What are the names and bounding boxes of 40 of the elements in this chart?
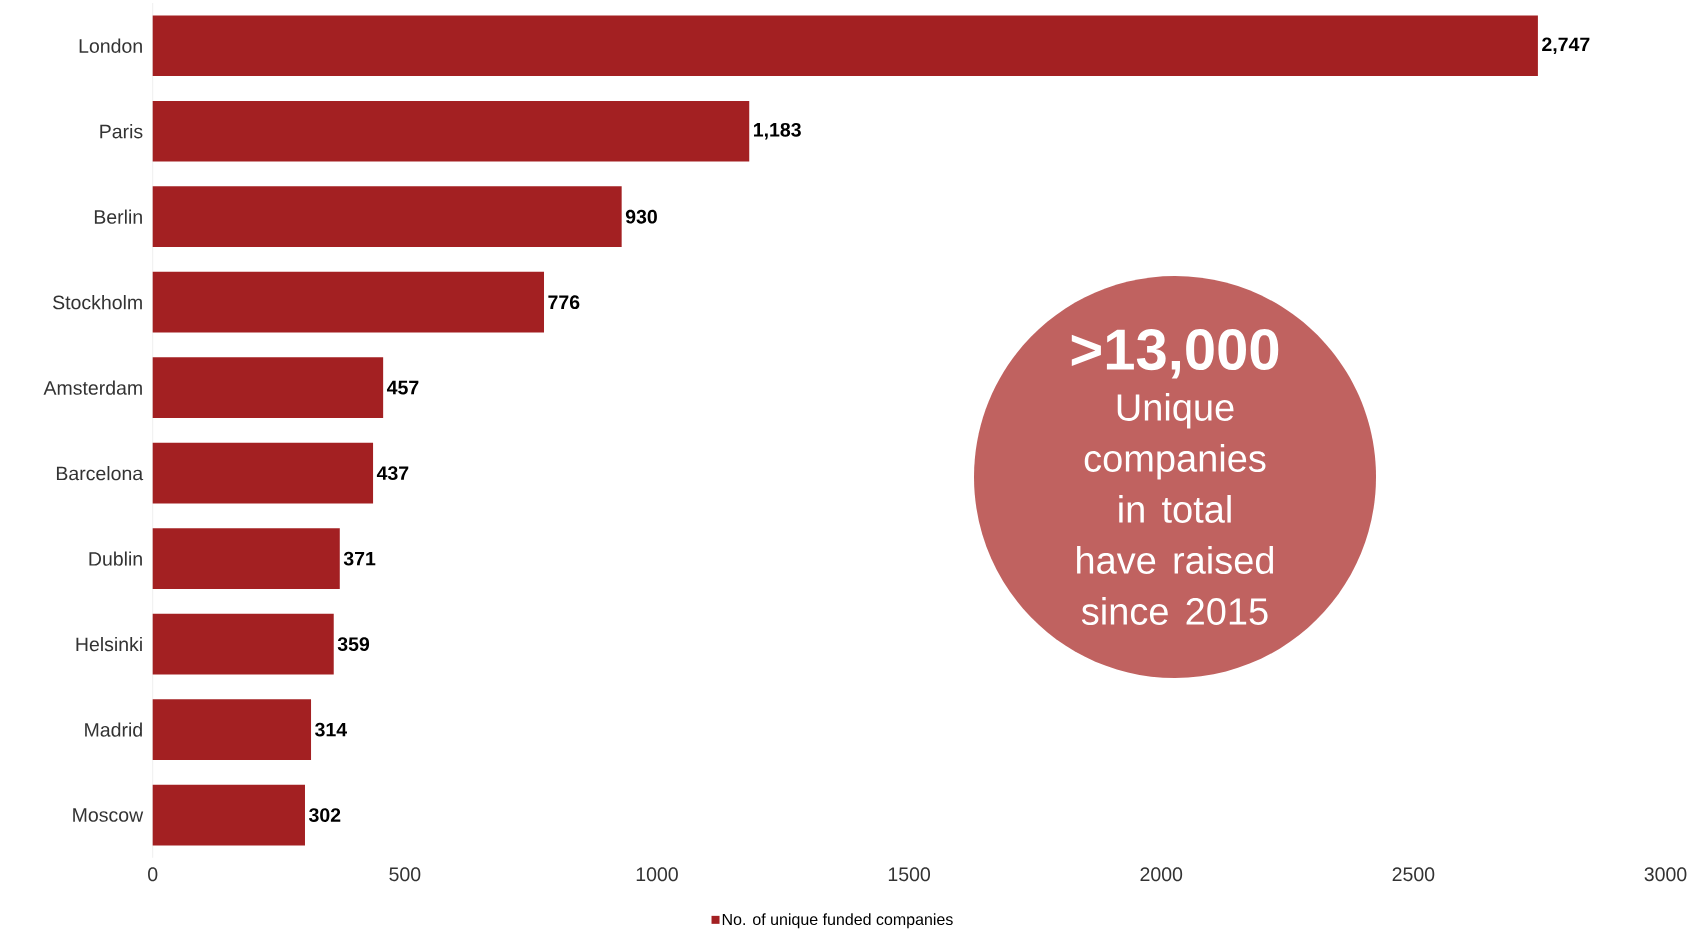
data-label: 2,747	[1542, 37, 1590, 55]
data-label: 371	[343, 551, 376, 566]
y-tick-label: London	[79, 38, 142, 53]
data-label: 314	[315, 722, 347, 737]
y-tick-label: Stockholm	[53, 295, 142, 310]
bar	[152, 271, 545, 333]
data-label: 302	[308, 808, 341, 822]
bar	[152, 699, 312, 760]
x-tick-label: 1500	[888, 867, 931, 882]
bar	[152, 442, 374, 504]
bar	[152, 15, 1538, 77]
x-tick-label: 500	[389, 867, 421, 882]
annotation: >13,000	[1071, 329, 1279, 379]
y-tick-label: Barcelona	[56, 465, 144, 481]
y-tick-label: Moscow	[73, 808, 144, 822]
y-tick-label: Helsinki	[76, 636, 142, 652]
bar	[152, 784, 305, 846]
y-tick-label: Madrid	[85, 722, 142, 737]
data-label: 1,183	[754, 122, 801, 140]
y-tick-label: Berlin	[94, 209, 142, 224]
bar	[152, 613, 334, 675]
y-tick-label: Amsterdam	[43, 380, 142, 395]
data-label: 457	[386, 380, 419, 395]
data-label: 776	[548, 295, 580, 310]
bar	[152, 528, 340, 589]
bar	[152, 357, 384, 419]
bar	[152, 186, 622, 248]
x-tick-label: 2500	[1392, 867, 1435, 882]
annotation: Unique companies in total have raised since 2015	[1077, 393, 1274, 625]
y-tick-label: Dublin	[89, 551, 142, 566]
x-tick-label: 3000	[1644, 867, 1687, 882]
y-tick-label: Paris	[100, 124, 143, 139]
legend-label: No. of unique funded companies	[722, 913, 953, 929]
data-label: 359	[337, 637, 370, 652]
x-tick-label: 1000	[636, 867, 678, 882]
x-tick-label: 2000	[1140, 867, 1183, 882]
data-label: 930	[625, 209, 657, 224]
x-tick-label: 0	[148, 867, 158, 882]
bar	[152, 100, 750, 162]
data-label: 437	[376, 466, 409, 481]
